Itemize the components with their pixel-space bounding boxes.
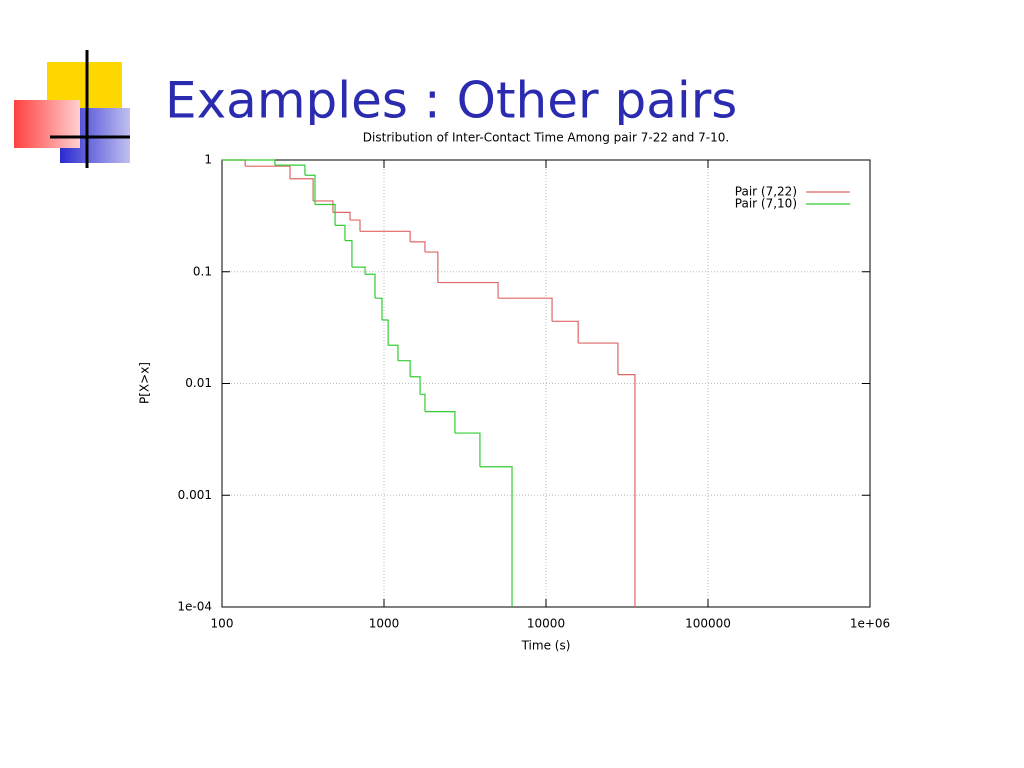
slide-title: Examples : Other pairs (165, 72, 737, 130)
y-tick-label: 0.1 (193, 264, 212, 278)
line-step (420, 393, 426, 412)
chart: Distribution of Inter-Contact Time Among… (138, 131, 891, 653)
line-step (222, 159, 276, 166)
line-step (388, 344, 399, 361)
chart-background (130, 125, 960, 665)
x-axis-label: Time (s) (521, 639, 571, 653)
line-step (351, 266, 366, 275)
line-step (454, 432, 481, 467)
line-step (424, 411, 456, 434)
line-step (479, 466, 513, 607)
y-tick-label: 1e-04 (177, 600, 212, 614)
line-step (578, 342, 619, 375)
line-step (410, 376, 421, 395)
line-step (552, 320, 579, 344)
line-step (382, 319, 389, 346)
y-axis-label: P[X>x] (138, 362, 152, 404)
line-step (360, 230, 411, 242)
line-step (245, 165, 291, 179)
line-step (344, 239, 353, 268)
line-step (335, 224, 346, 241)
line-step (397, 360, 411, 377)
x-tick-label: 100000 (685, 617, 731, 631)
x-tick-label: 1000 (369, 617, 400, 631)
line-step (274, 164, 306, 176)
x-tick-label: 10000 (527, 617, 565, 631)
line-step (304, 174, 316, 205)
x-tick-label: 1e+06 (850, 617, 890, 631)
legend-label: Pair (7,10) (735, 197, 797, 211)
deco-red (14, 100, 80, 148)
line-step (375, 297, 383, 321)
line-step (437, 281, 499, 299)
line-step (332, 211, 351, 221)
line-step (410, 241, 426, 253)
plot-frame (221, 159, 871, 608)
line-step (350, 219, 361, 232)
line-step (498, 297, 553, 322)
line-step (314, 203, 336, 226)
x-tick-label: 100 (211, 617, 234, 631)
chart-title: Distribution of Inter-Contact Time Among… (363, 131, 729, 145)
legend-label: Pair (7,22) (735, 185, 797, 199)
line-step (617, 374, 636, 607)
line-step (365, 273, 376, 299)
line-step (313, 200, 334, 213)
line-step (290, 178, 314, 201)
line-step (424, 251, 439, 283)
y-tick-label: 0.01 (185, 376, 212, 390)
y-tick-label: 1 (204, 153, 212, 167)
y-tick-label: 0.001 (178, 488, 212, 502)
